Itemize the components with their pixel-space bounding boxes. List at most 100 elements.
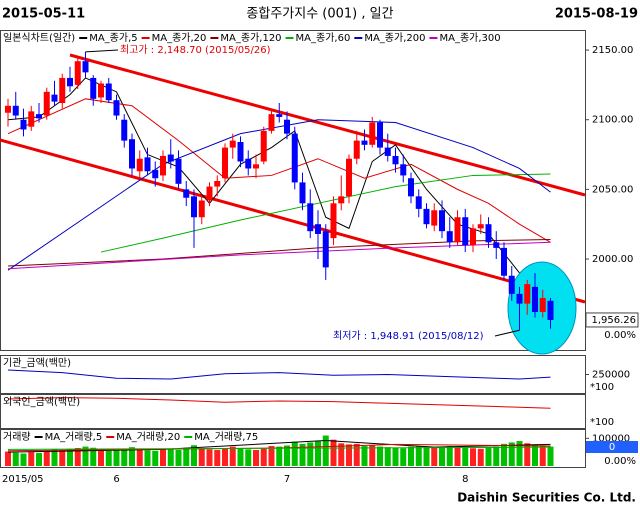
candle-body — [191, 196, 197, 218]
candle-body — [5, 105, 11, 113]
x-tick-label: 2015/05 — [2, 474, 44, 485]
ma-line — [7, 119, 551, 271]
volume-bar — [253, 449, 259, 466]
volume-bar — [547, 446, 554, 466]
legend-label: MA_종가,20 — [152, 32, 207, 44]
frames — [0, 30, 586, 468]
volume-bar — [268, 446, 275, 466]
candle-body — [74, 61, 81, 85]
candle-body — [214, 181, 221, 187]
candle-body — [462, 217, 469, 246]
candle-body — [299, 182, 306, 204]
volume-frame — [0, 429, 586, 468]
legend-label: MA_종가,60 — [296, 32, 351, 44]
volume-bar — [477, 448, 484, 466]
volume-bar — [315, 441, 321, 466]
volume-bar — [36, 452, 42, 466]
candle-body — [129, 139, 135, 169]
panel-title: 기관_금액(백만) — [3, 357, 71, 369]
main-frame — [0, 30, 586, 351]
volume-bar — [361, 446, 368, 466]
volume-bar — [206, 449, 213, 466]
volume-bar — [400, 448, 407, 466]
volume-bar — [43, 450, 50, 466]
candle-body — [152, 169, 159, 179]
volume-bar — [98, 449, 104, 466]
candle-body — [470, 228, 476, 246]
candle-body — [90, 77, 97, 99]
volume-bar — [384, 447, 391, 466]
candle-body — [43, 91, 50, 116]
annotation-arrow — [494, 329, 520, 337]
header-title: 종합주가지수 (001) , 일간 — [246, 7, 393, 22]
volume-bar — [408, 446, 414, 466]
last-box — [585, 312, 639, 328]
legend-label: MA_종가,120 — [220, 32, 281, 44]
candle-body — [67, 77, 73, 87]
volume-bar — [516, 441, 523, 466]
flow-line — [7, 397, 551, 409]
volume-bar — [121, 448, 128, 466]
flow-line — [7, 369, 551, 380]
end-date: 2015-08-19 — [555, 7, 638, 22]
candle-body — [384, 147, 391, 156]
footer: Daishin Securities Co. Ltd. — [457, 491, 636, 505]
candle-body — [206, 186, 213, 201]
volume-bar — [439, 446, 445, 466]
candle-body — [307, 203, 314, 232]
volume-bar — [129, 447, 135, 466]
candle-body — [346, 158, 352, 197]
candle-body — [524, 284, 531, 304]
candle-body — [237, 142, 244, 162]
candle-body — [98, 83, 104, 98]
candle-body — [338, 196, 345, 204]
volume-bar — [222, 448, 228, 466]
volume-bar — [28, 452, 35, 466]
candle-body — [408, 178, 414, 197]
volume-bar — [167, 448, 174, 466]
legend-label: MA_종가,5 — [89, 32, 137, 44]
volume-ma — [7, 446, 551, 450]
volume-bar — [136, 449, 143, 466]
volume-bar — [260, 448, 267, 466]
volume-bar — [454, 447, 461, 466]
volume-bar — [105, 450, 112, 466]
candle-body — [532, 286, 538, 312]
legend-label: MA_종가,300 — [439, 32, 500, 44]
volume-bar — [152, 450, 159, 466]
volume-bar — [353, 443, 360, 466]
candle-body — [431, 210, 438, 226]
candle-body — [229, 140, 236, 148]
candle-body — [485, 224, 492, 243]
volume-bar — [415, 446, 422, 466]
volume-bar — [369, 445, 376, 466]
volume-bar — [198, 448, 205, 466]
candle-body — [113, 100, 120, 116]
volume-bar — [377, 446, 383, 466]
candle-body — [160, 155, 166, 176]
volume-bar — [5, 451, 11, 466]
volume-bar — [446, 446, 453, 466]
volume-ma — [7, 440, 551, 453]
panel-title: 외국인_금액(백만) — [3, 396, 80, 408]
candle-body — [51, 94, 58, 102]
last-label: 1,956.26 — [591, 315, 636, 326]
legend-label: MA_거래량,75 — [194, 431, 258, 443]
candle-body — [493, 242, 500, 248]
volume-bar — [485, 447, 492, 466]
volume-bar — [291, 441, 298, 466]
y-tick-label: 2000.00 — [592, 254, 633, 265]
candle-body — [121, 119, 128, 141]
volume-bar — [284, 445, 290, 466]
volume-bar — [183, 447, 190, 466]
candle-body — [105, 83, 112, 101]
candle-body — [20, 119, 27, 130]
y-tick-label: 100000 — [592, 433, 630, 444]
volume-bar — [462, 447, 469, 466]
volume-bar — [322, 435, 329, 466]
change-label: 0.00% — [604, 330, 636, 341]
candle-body — [361, 140, 368, 145]
candle-body — [508, 275, 515, 294]
volume-bar — [67, 448, 73, 466]
